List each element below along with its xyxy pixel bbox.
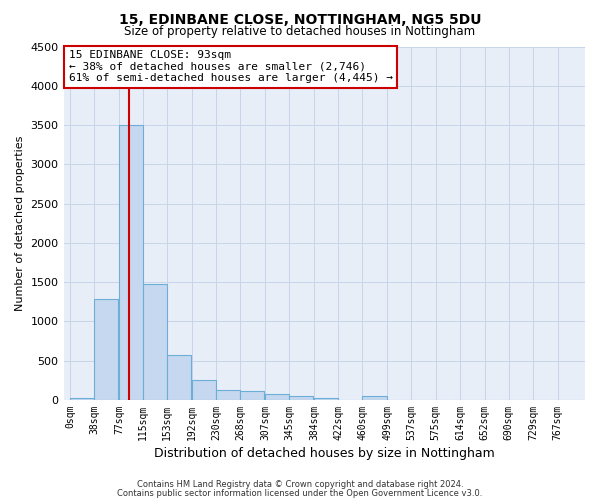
X-axis label: Distribution of detached houses by size in Nottingham: Distribution of detached houses by size …	[154, 447, 494, 460]
Text: 15, EDINBANE CLOSE, NOTTINGHAM, NG5 5DU: 15, EDINBANE CLOSE, NOTTINGHAM, NG5 5DU	[119, 12, 481, 26]
Bar	[119, 125, 143, 400]
Text: Size of property relative to detached houses in Nottingham: Size of property relative to detached ho…	[124, 25, 476, 38]
Bar	[167, 355, 191, 400]
Bar	[70, 398, 94, 400]
Bar	[94, 300, 118, 400]
Bar	[216, 390, 241, 400]
Bar	[241, 392, 265, 400]
Bar	[362, 396, 386, 400]
Bar	[265, 394, 289, 400]
Y-axis label: Number of detached properties: Number of detached properties	[15, 136, 25, 311]
Text: Contains public sector information licensed under the Open Government Licence v3: Contains public sector information licen…	[118, 488, 482, 498]
Text: 15 EDINBANE CLOSE: 93sqm
← 38% of detached houses are smaller (2,746)
61% of sem: 15 EDINBANE CLOSE: 93sqm ← 38% of detach…	[69, 50, 393, 83]
Bar	[143, 284, 167, 400]
Bar	[289, 396, 313, 400]
Text: Contains HM Land Registry data © Crown copyright and database right 2024.: Contains HM Land Registry data © Crown c…	[137, 480, 463, 489]
Bar	[314, 398, 338, 400]
Bar	[192, 380, 216, 400]
